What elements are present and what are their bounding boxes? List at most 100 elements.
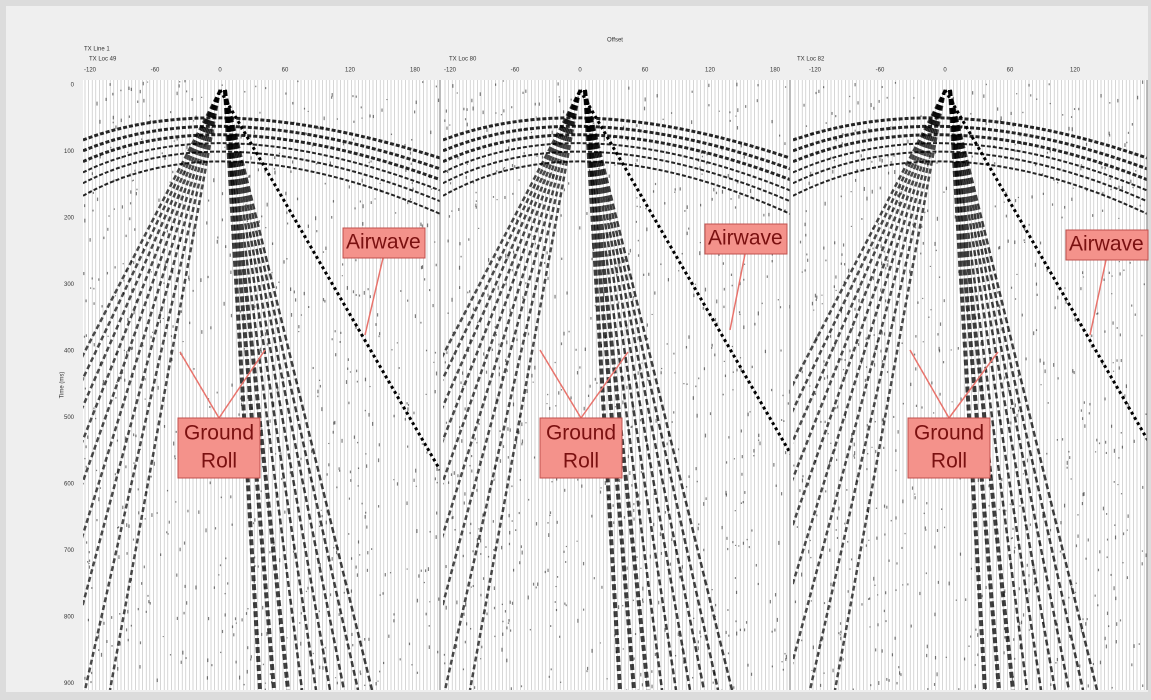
noise xyxy=(157,512,158,514)
noise xyxy=(708,84,709,87)
noise xyxy=(866,468,867,470)
noise xyxy=(470,628,471,630)
x-tick-label: 120 xyxy=(1070,68,1081,74)
noise xyxy=(559,99,560,103)
noise xyxy=(652,314,653,315)
noise xyxy=(151,336,152,339)
noise xyxy=(820,684,821,687)
noise xyxy=(186,90,187,92)
noise xyxy=(174,140,175,141)
noise xyxy=(265,87,266,89)
noise xyxy=(167,230,168,232)
noise xyxy=(512,164,513,167)
noise xyxy=(245,204,246,205)
noise xyxy=(365,378,366,382)
noise xyxy=(295,298,296,301)
noise xyxy=(825,202,826,206)
noise xyxy=(550,625,551,627)
noise xyxy=(351,633,352,636)
noise xyxy=(723,394,724,396)
noise xyxy=(712,589,713,590)
noise xyxy=(127,610,128,614)
noise xyxy=(395,212,396,213)
noise xyxy=(230,271,231,274)
noise xyxy=(1068,127,1069,131)
noise xyxy=(968,645,969,647)
noise xyxy=(103,237,104,239)
noise xyxy=(217,236,218,238)
noise xyxy=(813,310,814,311)
noise xyxy=(313,367,314,369)
noise xyxy=(809,385,810,386)
noise xyxy=(951,349,952,350)
noise xyxy=(429,289,430,291)
x-tick-label: 180 xyxy=(410,68,421,74)
noise xyxy=(210,326,211,329)
noise xyxy=(210,481,211,484)
noise xyxy=(406,501,407,505)
noise xyxy=(566,546,567,547)
noise xyxy=(414,111,415,114)
noise xyxy=(335,353,336,356)
noise xyxy=(844,263,845,265)
noise xyxy=(431,188,432,189)
noise xyxy=(429,625,430,627)
noise xyxy=(999,509,1000,510)
noise xyxy=(939,349,940,352)
noise xyxy=(487,294,488,297)
noise xyxy=(655,183,656,185)
noise xyxy=(233,633,234,636)
noise xyxy=(757,84,758,86)
noise xyxy=(654,291,655,294)
noise xyxy=(702,156,703,158)
noise xyxy=(461,256,462,258)
noise xyxy=(771,389,772,391)
noise xyxy=(522,439,523,443)
noise xyxy=(367,551,368,554)
noise xyxy=(586,212,587,215)
noise xyxy=(124,379,125,382)
noise xyxy=(486,128,487,132)
noise xyxy=(135,435,136,438)
noise xyxy=(258,565,259,567)
noise xyxy=(807,259,808,262)
noise xyxy=(836,529,837,531)
noise xyxy=(380,183,381,184)
noise xyxy=(340,341,341,343)
noise xyxy=(279,153,280,155)
noise xyxy=(214,586,215,589)
noise xyxy=(220,564,221,566)
noise xyxy=(359,295,360,297)
noise xyxy=(555,586,556,587)
noise xyxy=(849,568,850,569)
noise xyxy=(784,653,785,654)
noise xyxy=(265,227,266,228)
noise xyxy=(1110,178,1111,180)
noise xyxy=(98,497,99,501)
noise xyxy=(176,431,177,433)
noise xyxy=(1119,261,1120,262)
noise xyxy=(539,103,540,106)
annotation-text: Roll xyxy=(201,450,237,473)
noise xyxy=(937,333,938,335)
noise xyxy=(107,228,108,231)
noise xyxy=(781,492,782,495)
noise xyxy=(447,170,448,173)
noise xyxy=(164,425,165,428)
noise xyxy=(631,484,632,487)
noise xyxy=(566,604,567,606)
noise xyxy=(743,325,744,329)
noise xyxy=(436,535,437,539)
noise xyxy=(115,397,116,399)
noise xyxy=(1062,438,1063,440)
noise xyxy=(547,277,548,280)
noise xyxy=(1117,99,1118,103)
noise xyxy=(770,600,771,603)
noise xyxy=(914,354,915,356)
noise xyxy=(823,86,824,88)
noise xyxy=(830,583,831,586)
x-tick-label: 120 xyxy=(705,68,716,74)
noise xyxy=(882,159,883,163)
noise xyxy=(170,181,171,182)
noise xyxy=(112,93,113,96)
